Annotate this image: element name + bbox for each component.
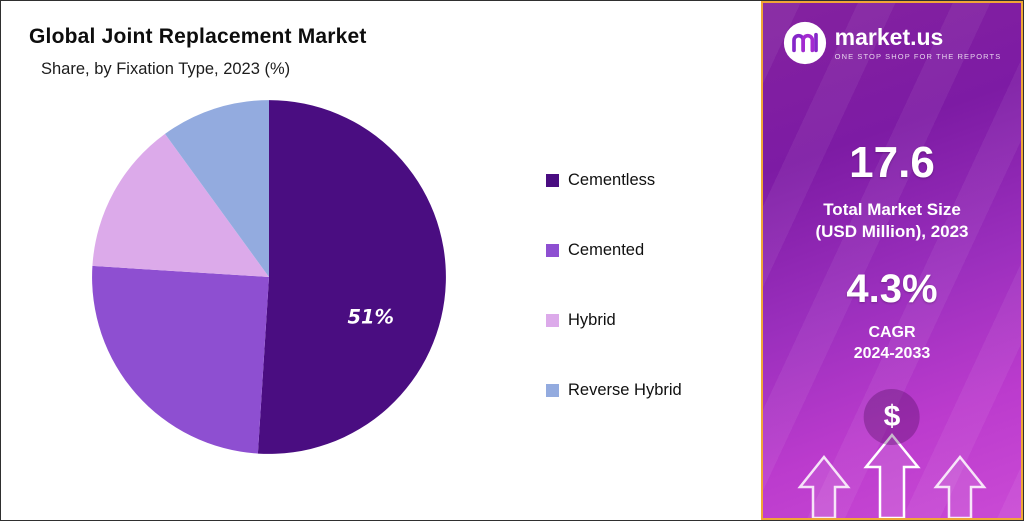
pie-slice-cemented xyxy=(92,265,270,454)
chart-area: Global Joint Replacement Market Share, b… xyxy=(1,1,763,520)
pie-slice-hybrid xyxy=(92,133,269,277)
chart-subtitle: Share, by Fixation Type, 2023 (%) xyxy=(41,60,291,78)
legend-swatch xyxy=(546,244,559,257)
growth-arrows-icon xyxy=(797,433,987,518)
stat-cagr-label-line1: CAGR xyxy=(868,324,916,342)
brand-tagline: ONE STOP SHOP FOR THE REPORTS xyxy=(834,52,1002,62)
stat-market-size-label-line1: Total Market Size xyxy=(823,200,961,219)
legend-item: Cemented xyxy=(546,241,682,260)
pie-chart: 51% xyxy=(92,100,446,454)
chart-title: Global Joint Replacement Market xyxy=(29,25,367,48)
legend-item: Hybrid xyxy=(546,311,682,330)
pie-slice-value-label: 51% xyxy=(348,306,395,329)
legend-swatch xyxy=(546,314,559,327)
legend-label: Cemented xyxy=(568,241,645,259)
legend-item: Cementless xyxy=(546,171,682,190)
dollar-sign: $ xyxy=(883,400,901,433)
stat-market-size-value: 17.6 xyxy=(849,138,935,187)
legend-swatch xyxy=(546,384,559,397)
legend-item: Reverse Hybrid xyxy=(546,381,682,400)
brand-panel: market.us ONE STOP SHOP FOR THE REPORTS … xyxy=(761,1,1023,520)
pie-slice-reverse-hybrid xyxy=(164,100,269,278)
stat-market-size-label: Total Market Size (USD Million), 2023 xyxy=(815,199,968,243)
stat-cagr-value: 4.3% xyxy=(846,267,938,312)
legend-label: Hybrid xyxy=(568,311,616,329)
chart-legend: Cementless Cemented Hybrid Reverse Hybrid xyxy=(546,171,682,400)
legend-label: Reverse Hybrid xyxy=(568,381,682,399)
brand-text: market.us ONE STOP SHOP FOR THE REPORTS xyxy=(835,25,1002,61)
pie-slice-cementless xyxy=(257,100,446,454)
brand-name: market.us xyxy=(834,23,944,50)
legend-swatch xyxy=(546,174,559,187)
brand-logo: market.us ONE STOP SHOP FOR THE REPORTS xyxy=(783,21,1002,65)
market-us-logo-icon xyxy=(783,21,826,65)
legend-label: Cementless xyxy=(568,171,656,189)
stat-cagr-label-line2: 2024-2033 xyxy=(853,344,931,362)
stat-cagr-label: CAGR 2024-2033 xyxy=(854,323,931,365)
stat-market-size-label-line2: (USD Million), 2023 xyxy=(815,222,969,242)
